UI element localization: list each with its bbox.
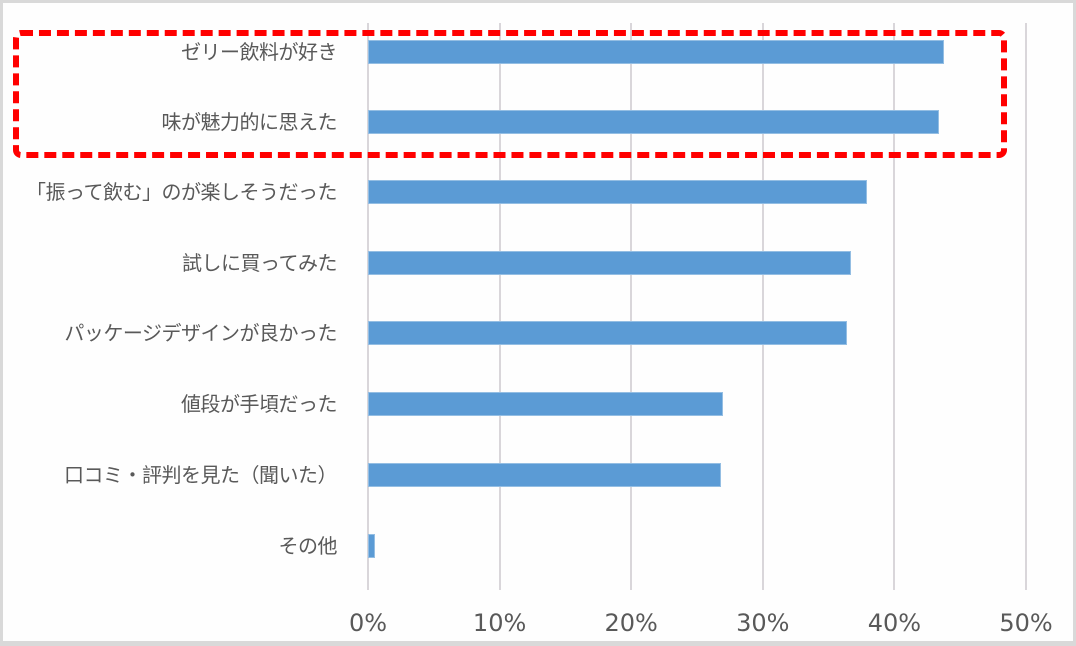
gridline <box>630 23 633 590</box>
bar <box>368 321 848 345</box>
x-tick-label: 20% <box>604 609 658 637</box>
category-label: 値段が手頃だった <box>181 392 338 416</box>
gridline <box>761 23 764 590</box>
bar <box>368 534 375 558</box>
category-label: その他 <box>278 534 338 558</box>
gridline <box>1025 23 1027 590</box>
bar <box>368 40 945 64</box>
highlight-box <box>13 30 1007 158</box>
bar <box>368 251 851 275</box>
category-label: ゼリー飲料が好き <box>181 40 338 64</box>
bar <box>368 392 724 416</box>
category-label: 味が魅力的に思えた <box>161 110 338 134</box>
gridline <box>367 23 369 590</box>
category-label: パッケージデザインが良かった <box>64 321 337 345</box>
category-label: 「振って飲む」のが楽しそうだった <box>26 180 338 204</box>
gridline <box>498 23 501 590</box>
bar <box>368 180 867 204</box>
x-tick-label: 0% <box>348 609 388 637</box>
bar <box>368 110 940 134</box>
category-label: 口コミ・評判を見た（聞いた） <box>64 463 338 487</box>
x-tick-label: 50% <box>999 609 1053 637</box>
gridline <box>893 23 896 590</box>
x-tick-label: 10% <box>472 609 527 637</box>
x-tick-label: 30% <box>736 609 790 637</box>
bar <box>368 463 721 487</box>
category-label: 試しに買ってみた <box>182 251 338 275</box>
x-tick-label: 40% <box>867 609 922 637</box>
chart-container: 0% 10% 20% 30% 40% 50% ゼリー飲料が好き味が魅力的に思えた「振って飲む… <box>3 3 1073 641</box>
